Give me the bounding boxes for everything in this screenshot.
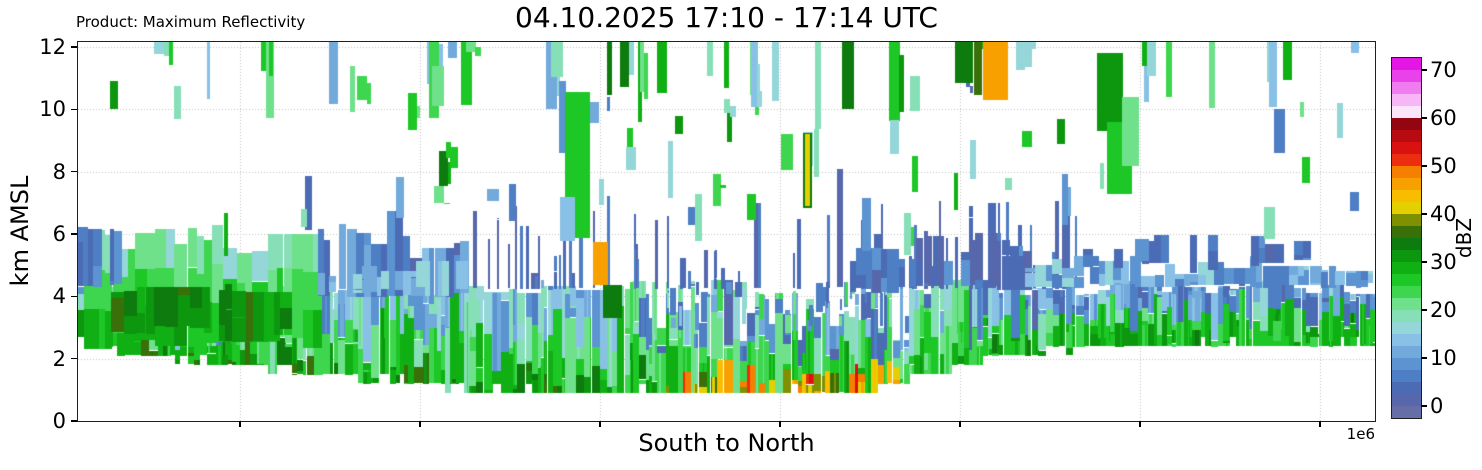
x-tick-mark	[599, 421, 601, 427]
colorbar-segment	[1391, 273, 1421, 286]
colorbar-tick-mark	[1421, 117, 1427, 119]
colorbar-segment	[1391, 321, 1421, 334]
reflectivity-field	[77, 41, 1375, 421]
y-tick-label: 6	[52, 221, 66, 246]
colorbar-segment	[1391, 345, 1421, 358]
colorbar-segment	[1391, 57, 1421, 70]
colorbar-segment	[1391, 201, 1421, 214]
y-tick-label: 8	[52, 159, 66, 184]
colorbar-tick-label: 10	[1430, 346, 1457, 370]
x-axis-offset: 1e6	[1346, 425, 1375, 443]
colorbar-segment	[1391, 93, 1421, 106]
x-tick-mark	[419, 421, 421, 427]
product-label: Product: Maximum Reflectivity	[76, 13, 306, 31]
colorbar-tick-mark	[1421, 357, 1427, 359]
colorbar-segment	[1391, 357, 1421, 370]
y-tick-label: 4	[52, 284, 66, 309]
colorbar	[1390, 56, 1422, 419]
y-tick-mark	[71, 420, 77, 422]
colorbar-segment	[1391, 81, 1421, 94]
colorbar-tick-label: 50	[1430, 154, 1457, 178]
colorbar-segment	[1391, 237, 1421, 250]
y-tick-mark	[71, 357, 77, 360]
colorbar-segment	[1391, 165, 1421, 178]
plot-area	[76, 40, 1376, 422]
colorbar-segment	[1391, 153, 1421, 166]
colorbar-segment	[1391, 69, 1421, 82]
y-tick-mark	[71, 170, 77, 173]
colorbar-segment	[1391, 369, 1421, 382]
y-tick-mark	[71, 108, 77, 111]
colorbar-segment	[1391, 213, 1421, 226]
colorbar-segment	[1391, 177, 1421, 190]
colorbar-segment	[1391, 129, 1421, 142]
colorbar-segment	[1391, 393, 1421, 406]
colorbar-tick-label: 40	[1430, 202, 1457, 226]
colorbar-segment	[1391, 297, 1421, 310]
colorbar-tick-mark	[1421, 165, 1427, 167]
colorbar-segment	[1391, 285, 1421, 298]
chart-title: 04.10.2025 17:10 - 17:14 UTC	[515, 1, 938, 34]
x-tick-mark	[1139, 421, 1141, 427]
x-tick-mark	[779, 421, 781, 427]
x-tick-mark	[239, 421, 241, 427]
x-axis-label: South to North	[638, 429, 815, 457]
x-tick-mark	[1319, 421, 1321, 427]
colorbar-segment	[1391, 309, 1421, 322]
colorbar-segment	[1391, 261, 1421, 274]
colorbar-segment	[1391, 405, 1421, 418]
colorbar-tick-label: 30	[1430, 250, 1457, 274]
colorbar-segment	[1391, 105, 1421, 118]
colorbar-tick-label: 0	[1430, 394, 1444, 418]
colorbar-segment	[1391, 225, 1421, 238]
colorbar-segment	[1391, 189, 1421, 202]
colorbar-tick-label: 20	[1430, 298, 1457, 322]
colorbar-segment	[1391, 117, 1421, 130]
y-tick-label: 2	[52, 346, 66, 371]
y-tick-mark	[71, 295, 77, 298]
colorbar-tick-label: 70	[1430, 58, 1457, 82]
y-tick-label: 0	[52, 409, 66, 433]
colorbar-tick-mark	[1421, 213, 1427, 215]
colorbar-tick-mark	[1421, 405, 1427, 407]
x-tick-mark	[959, 421, 961, 427]
colorbar-tick-mark	[1421, 261, 1427, 263]
colorbar-segment	[1391, 333, 1421, 346]
colorbar-segment	[1391, 141, 1421, 154]
y-tick-mark	[71, 233, 77, 235]
colorbar-segment	[1391, 249, 1421, 262]
colorbar-segment	[1391, 381, 1421, 394]
colorbar-tick-mark	[1421, 309, 1427, 311]
colorbar-tick-label: 60	[1430, 106, 1457, 130]
y-tick-label: 12	[39, 34, 66, 59]
y-tick-label: 10	[39, 97, 66, 122]
y-tick-mark	[71, 46, 77, 48]
colorbar-tick-mark	[1421, 69, 1427, 71]
